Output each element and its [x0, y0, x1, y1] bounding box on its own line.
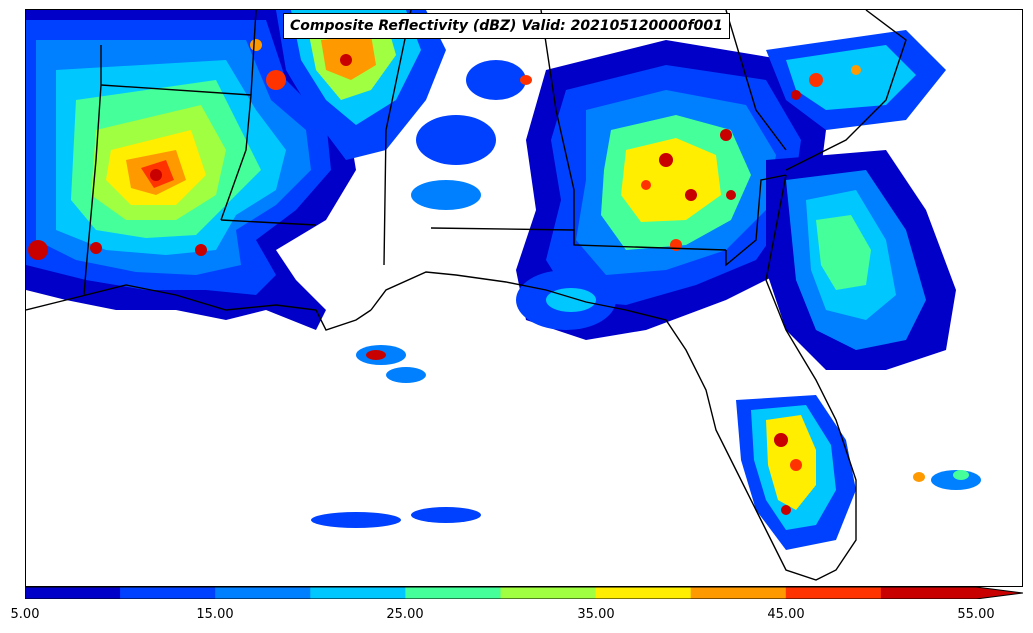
map-title: Composite Reflectivity (dBZ) Valid: 2021…	[283, 13, 730, 39]
map-canvas	[26, 10, 981, 581]
radar-echo-florida	[736, 395, 856, 550]
colorbar-segment	[595, 587, 692, 599]
map-boundaries	[26, 10, 907, 581]
colorbar-segment	[215, 587, 311, 599]
radar-echo-atlantic	[766, 150, 956, 370]
colorbar-outline	[25, 587, 1023, 599]
radar-echo-gulf-cells	[311, 345, 981, 528]
colorbar-segment	[785, 587, 882, 599]
colorbar-segment	[310, 587, 406, 599]
colorbar	[25, 587, 1023, 599]
colorbar-tick-label: 55.00	[957, 607, 995, 622]
radar-echo-scattered	[411, 60, 616, 330]
colorbar-tick-label: 15.00	[196, 607, 234, 622]
colorbar-segment	[500, 587, 597, 599]
colorbar-tick-label: 35.00	[577, 607, 615, 622]
colorbar-segment	[405, 587, 501, 599]
colorbar-extend-arrow	[976, 587, 1023, 599]
colorbar-segment	[690, 587, 787, 599]
colorbar-tick-label: 5.00	[10, 607, 40, 622]
colorbar-segment	[880, 587, 977, 599]
reflectivity-map	[25, 9, 1023, 587]
colorbar-tick-label: 25.00	[386, 607, 424, 622]
colorbar-tick-label: 45.00	[767, 607, 805, 622]
colorbar-segment	[25, 587, 121, 599]
colorbar-segment	[120, 587, 216, 599]
radar-echo-east	[516, 40, 826, 340]
radar-echo-west	[26, 10, 356, 330]
